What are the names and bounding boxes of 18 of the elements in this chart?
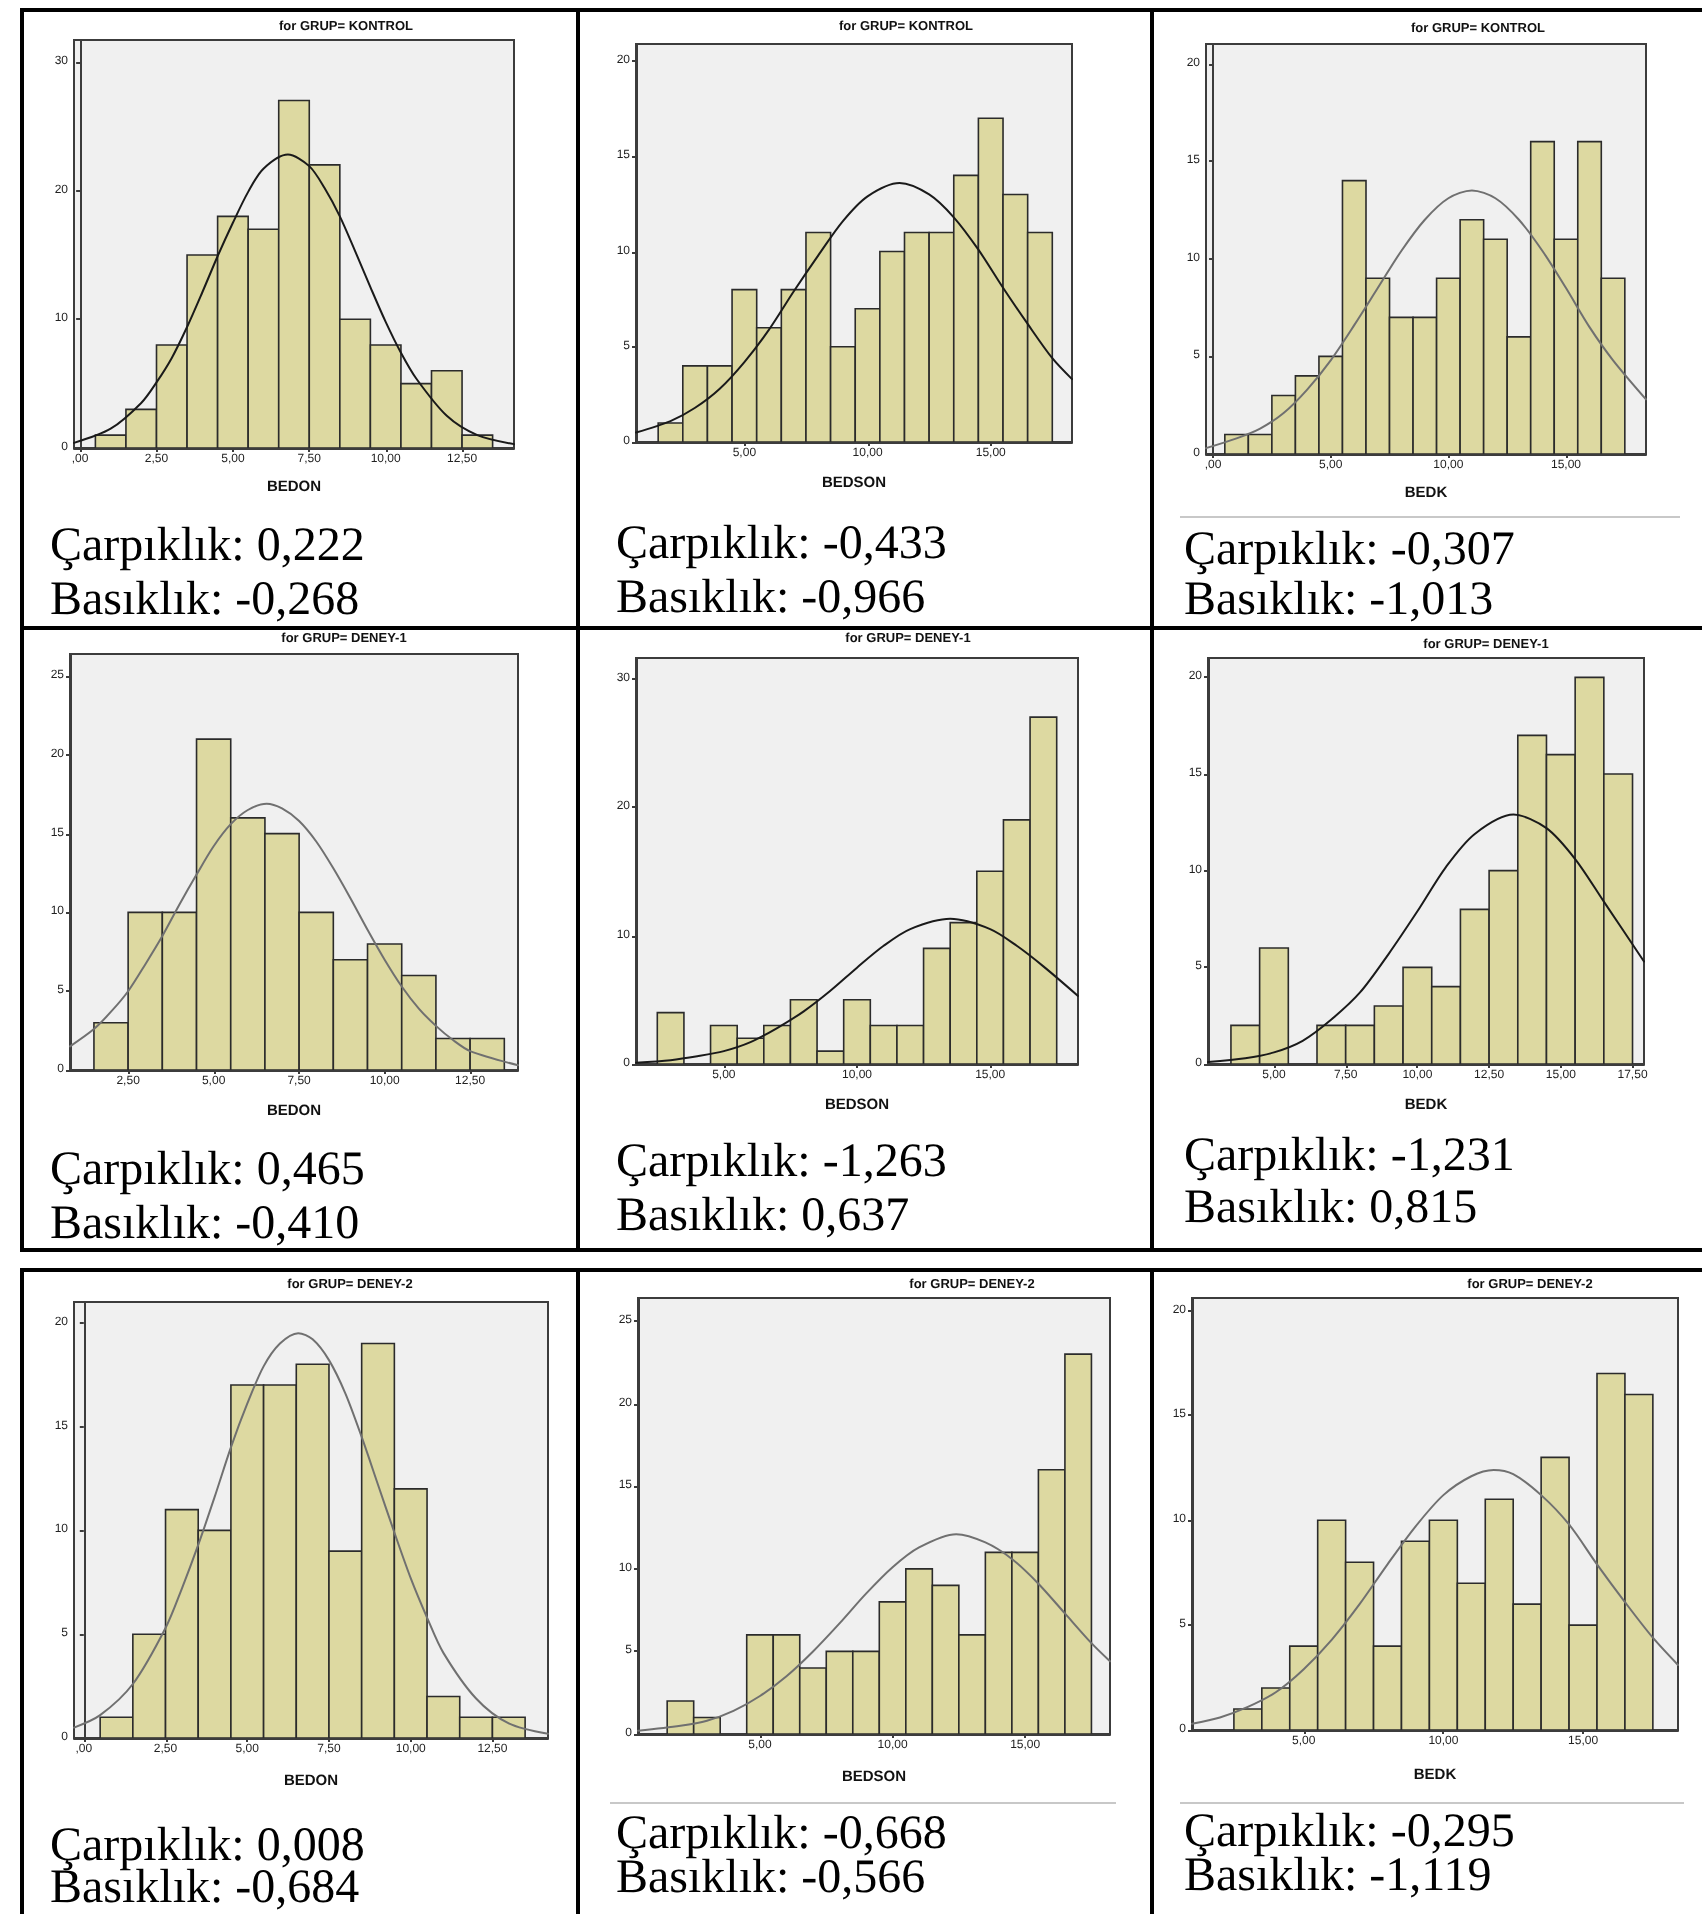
text: Çarpıklık: -0,668 [616,1808,947,1860]
text: Basıklık: -0,966 [616,571,926,625]
line-series [73,1332,549,1735]
line-series [73,153,515,446]
text: Çarpıklık: 0,222 [50,519,365,573]
text: Çarpıklık: 0,465 [50,1143,365,1197]
text: Çarpıklık: -0,307 [1184,523,1515,575]
text: Çarpıklık: -1,231 [1184,1130,1515,1182]
text: Çarpıklık: 0,008 [50,1820,365,1872]
text: Çarpıklık: -0,433 [616,517,947,571]
line-series [69,802,519,1067]
text: Çarpıklık: -0,295 [1184,1806,1515,1858]
text: Basıklık: -1,013 [1184,573,1494,625]
text: Basıklık: -0,268 [50,573,360,627]
text: Basıklık: 0,815 [1184,1182,1478,1234]
text: Basıklık: 0,637 [616,1189,910,1243]
text: Basıklık: -0,410 [50,1197,360,1251]
text: Çarpıklık: -1,263 [616,1135,947,1189]
